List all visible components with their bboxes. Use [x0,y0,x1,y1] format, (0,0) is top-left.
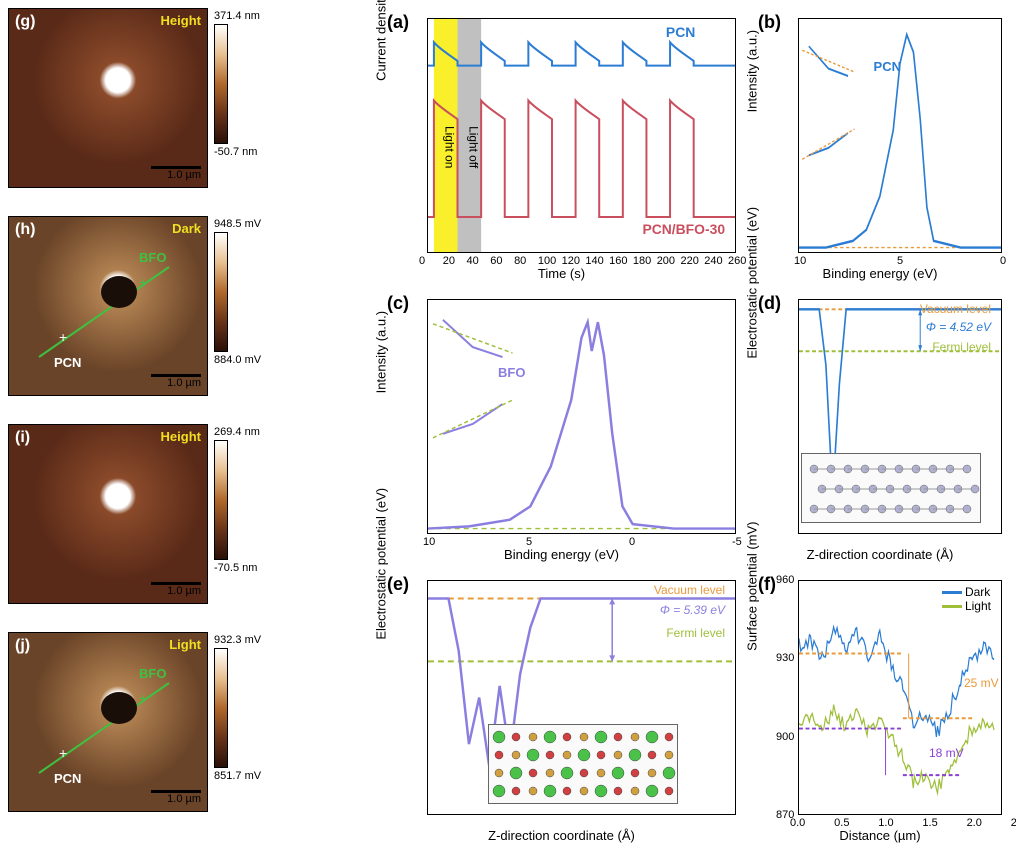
panel-h-cb-max: 948.5 mV [214,218,261,230]
svg-text:PCN/BFO-30: PCN/BFO-30 [642,221,725,237]
panel-j-colorbar [214,648,228,768]
panel-e-xlabel: Z-direction coordinate (Å) [488,828,635,843]
afm-column: (g)Height1.0 µm371.4 nm-50.7 nm (h)DarkB… [8,8,373,845]
panel-f-legend: Dark Light [942,585,991,613]
svg-text:+: + [59,329,67,345]
panel-f-delta2: 18 mV [929,746,964,760]
panel-c-label: (c) [387,293,409,314]
panel-b: (b) Intensity (a.u.) Binding energy (eV)… [750,8,1010,283]
panel-a-xlabel: Time (s) [538,266,585,281]
svg-text:BFO: BFO [139,250,166,265]
panel-e: (e) Electrostatic potential (eV) Z-direc… [379,570,744,845]
svg-text:Light off: Light off [466,126,480,169]
panel-c-chart: BFO [427,299,736,534]
panel-b-label: (b) [758,12,781,33]
svg-text:PCN: PCN [54,355,81,370]
panel-d: (d) Electrostatic potential (eV) Z-direc… [750,289,1010,564]
panel-h-colorbar [214,232,228,352]
panel-e-ylabel: Electrostatic potential (eV) [374,487,389,639]
panel-d-phi: Φ = 4.52 eV [926,320,991,334]
panel-d-label: (d) [758,293,781,314]
panel-f-xlabel: Distance (µm) [839,828,920,843]
panel-d-chart: Vacuum level Fermi level Φ = 4.52 eV [798,299,1002,534]
panel-d-structure [801,453,981,523]
svg-text:+: + [139,690,147,706]
panel-j-cb-max: 932.3 mV [214,634,261,646]
panel-g: (g) Height 1.0 µm 371.4 nm -50.7 nm [8,8,373,212]
panel-e-vacuum: Vacuum level [654,583,725,597]
panel-d-vacuum: Vacuum level [920,302,991,316]
panel-i-colorbar [214,440,228,560]
panel-g-cb-max: 371.4 nm [214,10,260,22]
svg-text:BFO: BFO [139,666,166,681]
panel-i-label: (i) [15,429,30,447]
panel-e-phi: Φ = 5.39 eV [660,603,725,617]
panel-h-cb-min: 884.0 mV [214,354,261,366]
panel-g-colorbar [214,24,228,144]
panel-d-xlabel: Z-direction coordinate (Å) [807,547,954,562]
panel-b-chart: PCN [798,18,1002,253]
panel-e-fermi: Fermi level [666,626,725,640]
panel-f-label: (f) [758,574,776,595]
panel-g-label: (g) [15,13,35,31]
svg-text:+: + [59,745,67,761]
panel-i-scalebar: 1.0 µm [167,585,201,597]
panel-a-chart: Light on Light off PCN PCN/BFO-30 [427,18,736,253]
panel-i: (i) Height 1.0 µm 269.4 nm -70.5 nm [8,424,373,628]
panel-j-cb-min: 851.7 mV [214,770,261,782]
panel-h: (h)DarkBFOPCN++1.0 µm948.5 mV884.0 mV [8,216,373,420]
panel-b-series-label: PCN [874,59,901,74]
panel-j-scalebar: 1.0 µm [167,793,201,805]
panel-c-xlabel: Binding energy (eV) [504,547,619,562]
panel-g-scalebar: 1.0 µm [167,169,201,181]
panel-g-cb-min: -50.7 nm [214,146,257,158]
panel-f: (f) Surface potential (mV) Distance (µm)… [750,570,1010,845]
panel-e-chart: Vacuum level Fermi level Φ = 5.39 eV [427,580,736,815]
figure-grid: (a) Current density (mA/cm²) Time (s) Li… [8,8,1008,845]
panel-h-scalebar: 1.0 µm [167,377,201,389]
panel-d-fermi: Fermi level [932,340,991,354]
panel-c-ylabel: Intensity (a.u.) [374,310,389,392]
panel-b-xlabel: Binding energy (eV) [823,266,938,281]
panel-j: (j)LightBFOPCN++1.0 µm932.3 mV851.7 mV [8,632,373,836]
panel-f-chart: Dark Light 25 mV 18 mV [798,580,1002,815]
panel-b-ylabel: Intensity (a.u.) [745,29,760,111]
svg-text:PCN: PCN [54,771,81,786]
panel-i-cb-min: -70.5 nm [214,562,257,574]
svg-text:Light on: Light on [443,126,457,168]
panel-c-series-label: BFO [498,365,525,380]
panel-e-structure [488,724,678,804]
panel-i-cb-max: 269.4 nm [214,426,260,438]
panel-e-label: (e) [387,574,409,595]
panel-f-delta1: 25 mV [964,676,999,690]
panel-i-corner: Height [161,429,201,444]
panel-a-label: (a) [387,12,409,33]
panel-a: (a) Current density (mA/cm²) Time (s) Li… [379,8,744,283]
svg-text:PCN: PCN [666,24,695,40]
panel-g-corner: Height [161,13,201,28]
panel-c: (c) Intensity (a.u.) Binding energy (eV)… [379,289,744,564]
svg-text:+: + [139,274,147,290]
panel-d-ylabel: Electrostatic potential (eV) [745,206,760,358]
